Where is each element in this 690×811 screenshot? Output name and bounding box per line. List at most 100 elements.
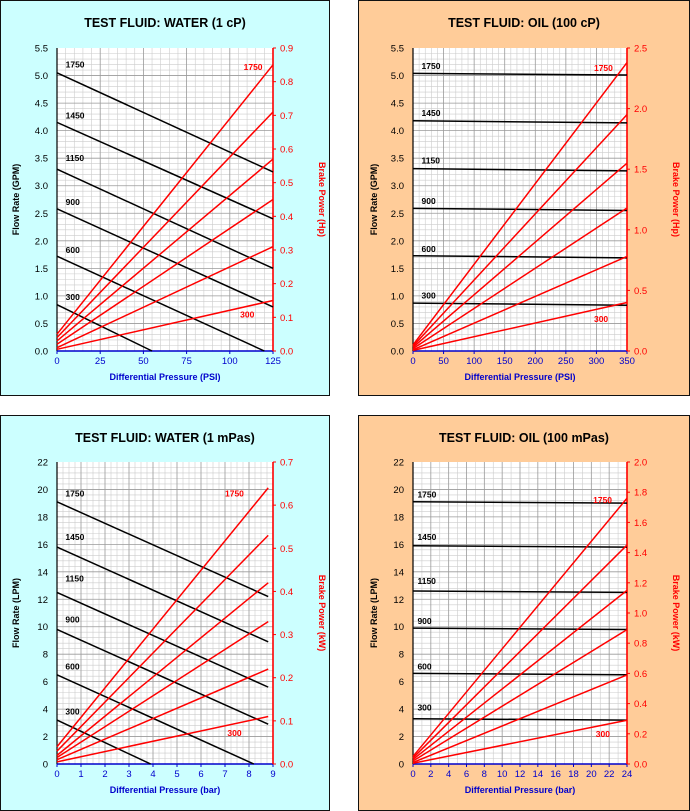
- y2-tick-label: 1.4: [634, 548, 647, 559]
- panel-oil-mpas: TEST FLUID: OIL (100 mPas) 0 2 4 6 8 10 12 14 16 1…: [358, 415, 690, 811]
- y2-tick-label: 0.8: [634, 639, 647, 650]
- flow-line-1150: [56, 591, 269, 688]
- power-line-1150: [412, 589, 628, 761]
- flow-line-1750: [412, 501, 628, 504]
- y-tick-label: 2.5: [391, 209, 404, 220]
- x-axis-title: Differential Pressure (bar): [465, 785, 576, 795]
- flow-line-600: [56, 674, 255, 765]
- power-speed-label: 300: [596, 729, 610, 739]
- flow-speed-label: 1450: [422, 108, 441, 118]
- power-line-1450: [412, 114, 628, 347]
- x-tick-label: 2: [428, 769, 433, 780]
- y2-tick-label: 1.6: [634, 518, 647, 529]
- y2-tick-label: 0.1: [280, 313, 293, 324]
- power-line-1450: [56, 111, 274, 339]
- y2-tick-label: 0.7: [280, 111, 293, 122]
- panel-water-cp: TEST FLUID: WATER (1 cP) 0 25 50 75 100 125 0.0…: [0, 0, 330, 396]
- chart-svg: TEST FLUID: OIL (100 mPas)0 2 4 6 8 10 12 14 16 1…: [369, 431, 681, 795]
- y-tick-label: 0: [43, 760, 48, 771]
- y-tick-label: 10: [37, 622, 48, 633]
- y-tick-label: 10: [393, 622, 404, 633]
- y2-tick-label: 0.0: [634, 347, 647, 358]
- y2-axis-title: Brake Power (Hp): [671, 162, 681, 237]
- y-tick-label: 8: [399, 650, 404, 661]
- y2-tick-label: 0.4: [634, 699, 647, 710]
- y-tick-label: 16: [393, 540, 404, 551]
- power-line-300: [412, 719, 628, 764]
- y2-tick-label: 0.3: [280, 630, 293, 641]
- flow-speed-label: 600: [417, 661, 431, 671]
- power-line-600: [56, 245, 274, 349]
- flow-line-1750: [56, 72, 274, 173]
- x-tick-label: 50: [138, 356, 149, 367]
- x-tick-label: 4: [150, 769, 155, 780]
- y-tick-label: 2.5: [35, 209, 48, 220]
- y-tick-label: 1.5: [391, 264, 404, 275]
- y-tick-label: 2: [43, 732, 48, 743]
- x-tick-label: 4: [446, 769, 451, 780]
- flow-line-1150: [56, 168, 274, 270]
- x-tick-label: 10: [497, 769, 508, 780]
- power-line-300: [56, 715, 269, 763]
- power-speed-label: 1750: [244, 62, 263, 72]
- flow-line-1150: [412, 167, 628, 172]
- y2-tick-label: 0.6: [634, 669, 647, 680]
- flow-line-300: [56, 304, 153, 352]
- chart-svg: TEST FLUID: WATER (1 mPas)0 1 2 3 4 5 6 7 8 90246…: [11, 431, 327, 795]
- major-grid: [57, 462, 273, 764]
- power-line-1750: [412, 497, 628, 757]
- flow-line-900: [412, 207, 628, 212]
- y2-tick-label: 0.9: [280, 44, 293, 55]
- y-tick-label: 16: [37, 540, 48, 551]
- x-tick-label: 150: [497, 356, 513, 367]
- y-tick-label: 4.0: [35, 126, 48, 137]
- chart-title: TEST FLUID: WATER (1 mPas): [75, 431, 255, 445]
- flow-line-1750: [412, 72, 628, 76]
- power-line-1750: [56, 64, 274, 335]
- x-tick-label: 0: [410, 356, 415, 367]
- y-tick-label: 5.0: [391, 71, 404, 82]
- x-tick-label: 2: [102, 769, 107, 780]
- x-tick-label: 12: [515, 769, 526, 780]
- y-tick-label: 1.0: [35, 291, 48, 302]
- flow-speed-label: 1750: [66, 59, 85, 69]
- y2-tick-label: 0.7: [280, 458, 293, 469]
- flow-speed-label: 1750: [422, 61, 441, 71]
- chart-title: TEST FLUID: OIL (100 mPas): [439, 431, 609, 445]
- flow-speed-label: 1150: [66, 153, 85, 163]
- y2-tick-label: 0.4: [280, 587, 293, 598]
- plot-area: [413, 48, 627, 351]
- major-grid: [57, 48, 273, 351]
- minor-grid: [57, 462, 273, 764]
- x-tick-label: 25: [95, 356, 106, 367]
- flow-speed-label: 1150: [417, 576, 436, 586]
- y-tick-label: 14: [37, 567, 48, 578]
- y2-tick-label: 0.0: [280, 347, 293, 358]
- y-tick-label: 2: [399, 732, 404, 743]
- y2-tick-label: 0.5: [280, 178, 293, 189]
- y2-tick-label: 0.6: [280, 145, 293, 156]
- x-tick-label: 8: [482, 769, 487, 780]
- y-tick-label: 6: [43, 677, 48, 688]
- y-tick-label: 4: [399, 705, 404, 716]
- power-line-900: [56, 620, 269, 759]
- y-tick-label: 4: [43, 705, 48, 716]
- x-tick-label: 125: [265, 356, 281, 367]
- y-tick-label: 4.5: [391, 99, 404, 110]
- flow-speed-label: 600: [66, 245, 80, 255]
- y2-tick-label: 1.0: [634, 225, 647, 236]
- flow-line-1450: [412, 119, 628, 124]
- flow-speed-label: 600: [422, 244, 436, 254]
- y2-tick-label: 0.5: [634, 286, 647, 297]
- flow-speed-label: 900: [417, 616, 431, 626]
- x-tick-label: 50: [438, 356, 449, 367]
- y2-tick-label: 0.0: [280, 760, 293, 771]
- x-tick-label: 250: [558, 356, 574, 367]
- power-line-900: [412, 628, 628, 762]
- flow-speed-label: 900: [65, 615, 79, 625]
- panel-water-mpas: TEST FLUID: WATER (1 mPas) 0 1 2 3 4 5 6 7 8 9 0 2 4 6…: [0, 415, 330, 811]
- y-tick-label: 12: [37, 595, 48, 606]
- x-tick-label: 9: [270, 769, 275, 780]
- y2-tick-label: 0.5: [280, 544, 293, 555]
- flow-speed-label: 300: [66, 292, 80, 302]
